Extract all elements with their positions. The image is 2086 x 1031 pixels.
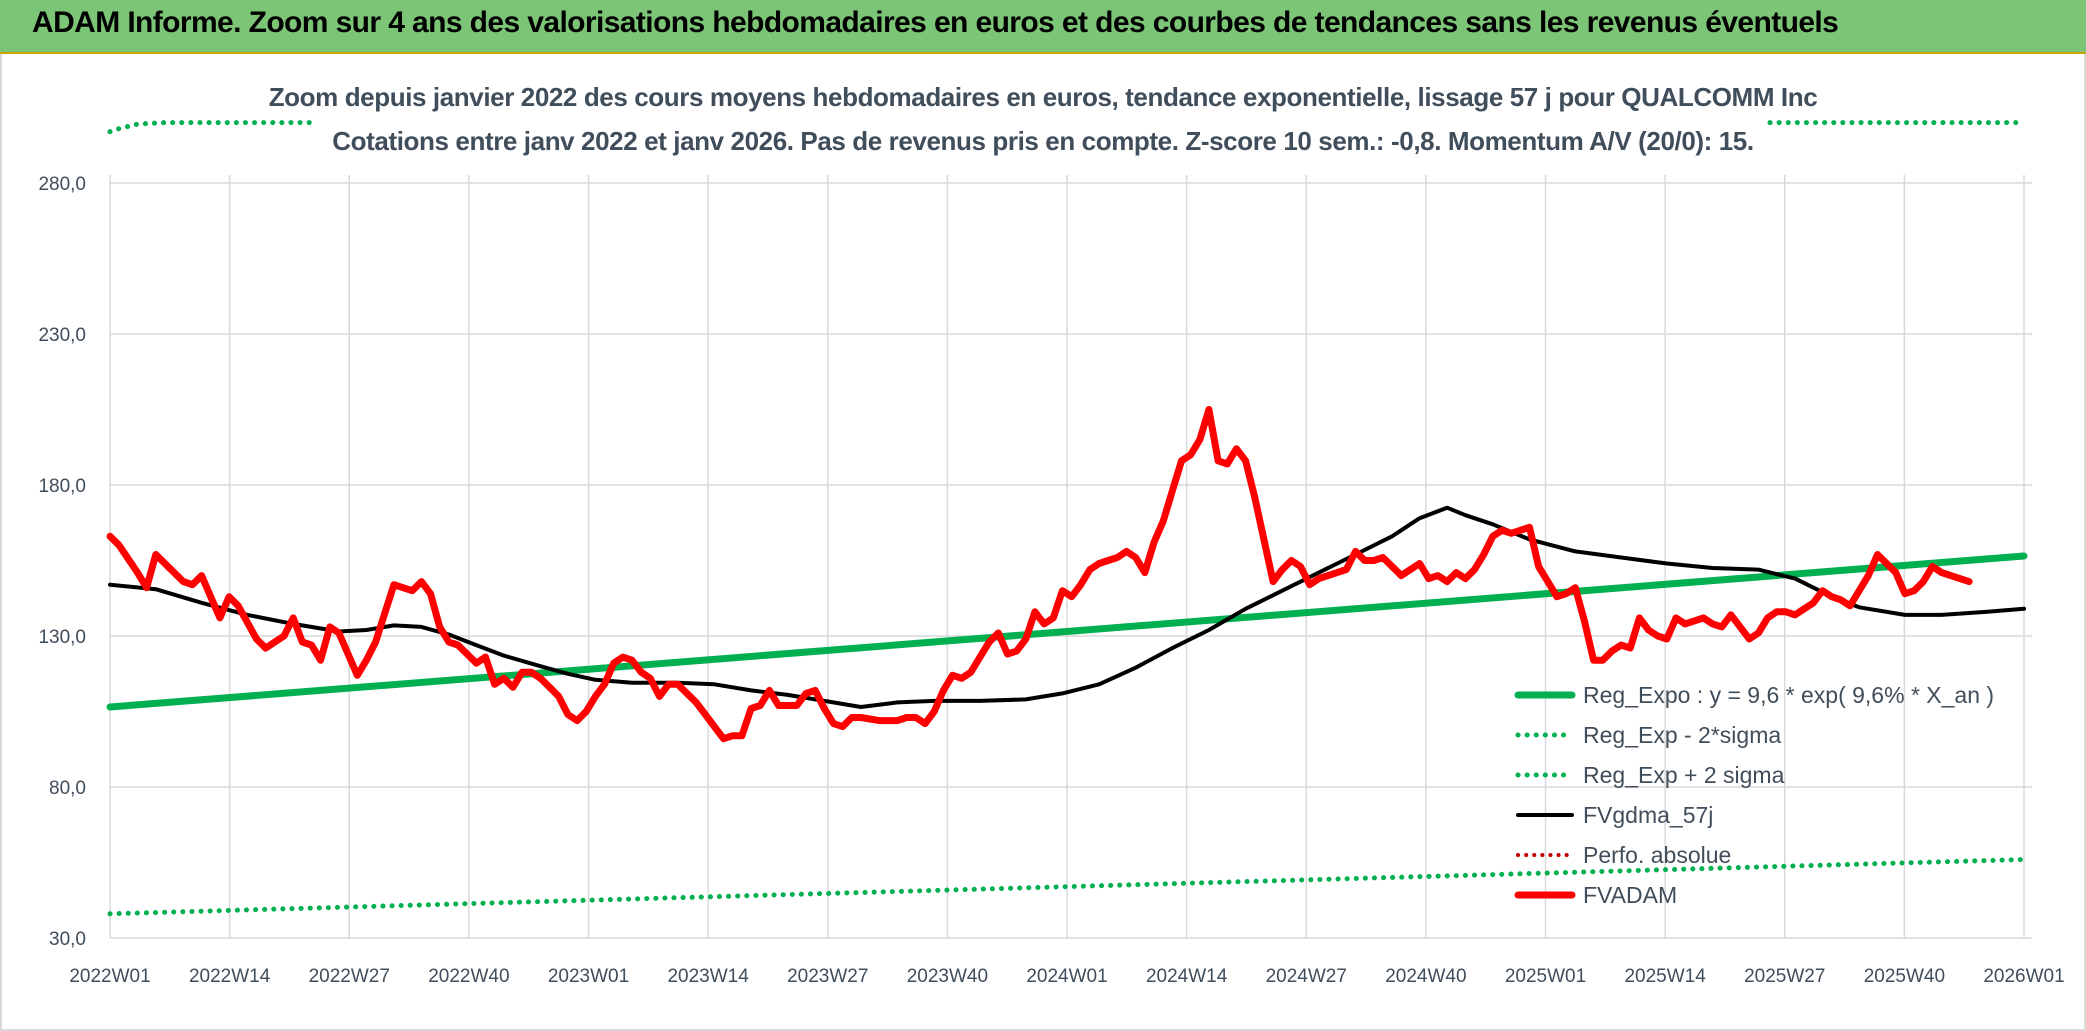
x-tick-label: 2025W01: [1505, 966, 1586, 987]
y-tick-label: 230,0: [38, 325, 86, 346]
x-tick-label: 2023W27: [787, 966, 868, 987]
legend-label-reg-exp-plus-2sigma: Reg_Exp + 2 sigma: [1583, 762, 1785, 788]
x-tick-label: 2023W01: [548, 966, 629, 987]
legend: Reg_Expo : y = 9,6 * exp( 9,6% * X_an ) R…: [1514, 682, 1994, 908]
x-tick-label: 2024W40: [1385, 966, 1466, 987]
reg-exp-plus-2sigma-line: [107, 120, 315, 135]
x-tick-label: 2022W40: [428, 966, 509, 987]
y-tick-label: 280,0: [38, 174, 86, 195]
chart-frame: [0, 54, 2086, 1031]
chart-title: Zoom depuis janvier 2022 des cours moyen…: [268, 82, 1818, 112]
x-tick-label: 2024W14: [1146, 966, 1228, 987]
x-tick-label: 2025W40: [1864, 966, 1945, 987]
legend-label-reg-exp-minus-2sigma: Reg_Exp - 2*sigma: [1583, 722, 1781, 748]
x-axis-ticks: 2022W01 2022W14 2022W27 2022W40 2023W01 2023W…: [69, 966, 2064, 987]
x-tick-label: 2024W27: [1266, 966, 1347, 987]
x-tick-label: 2022W27: [309, 966, 390, 987]
legend-label-perfo-absolue: Perfo. absolue: [1583, 842, 1731, 868]
legend-label-fvgdma: FVgdma_57j: [1583, 802, 1713, 828]
reg-expo-line: [106, 552, 2028, 711]
fvadam-line: [106, 406, 1973, 743]
legend-label-reg-expo: Reg_Expo : y = 9,6 * exp( 9,6% * X_an ): [1583, 682, 1994, 708]
y-tick-label: 80,0: [49, 778, 86, 799]
x-tick-label: 2022W14: [189, 966, 271, 987]
y-tick-label: 180,0: [38, 476, 86, 497]
gridlines: [109, 175, 2032, 939]
x-tick-label: 2025W14: [1624, 966, 1706, 987]
x-tick-label: 2023W40: [907, 966, 988, 987]
x-tick-label: 2026W01: [1983, 966, 2064, 987]
chart-subtitle: Cotations entre janv 2022 et janv 2026. …: [332, 126, 1754, 156]
y-tick-label: 30,0: [49, 929, 86, 950]
legend-label-fvadam: FVADAM: [1583, 882, 1677, 908]
y-tick-label: 130,0: [38, 627, 86, 648]
x-tick-label: 2023W14: [667, 966, 749, 987]
x-tick-label: 2022W01: [69, 966, 150, 987]
x-tick-label: 2024W01: [1026, 966, 1107, 987]
y-axis-ticks: 30,0 80,0 130,0 180,0 230,0 280,0: [38, 174, 86, 950]
reg-exp-minus-2sigma-line: [107, 857, 2027, 917]
series-lines: [106, 120, 2028, 917]
x-tick-label: 2025W27: [1744, 966, 1825, 987]
report-banner: ADAM Informe. Zoom sur 4 ans des valoris…: [0, 0, 2086, 54]
report-title: ADAM Informe. Zoom sur 4 ans des valoris…: [32, 6, 1839, 39]
